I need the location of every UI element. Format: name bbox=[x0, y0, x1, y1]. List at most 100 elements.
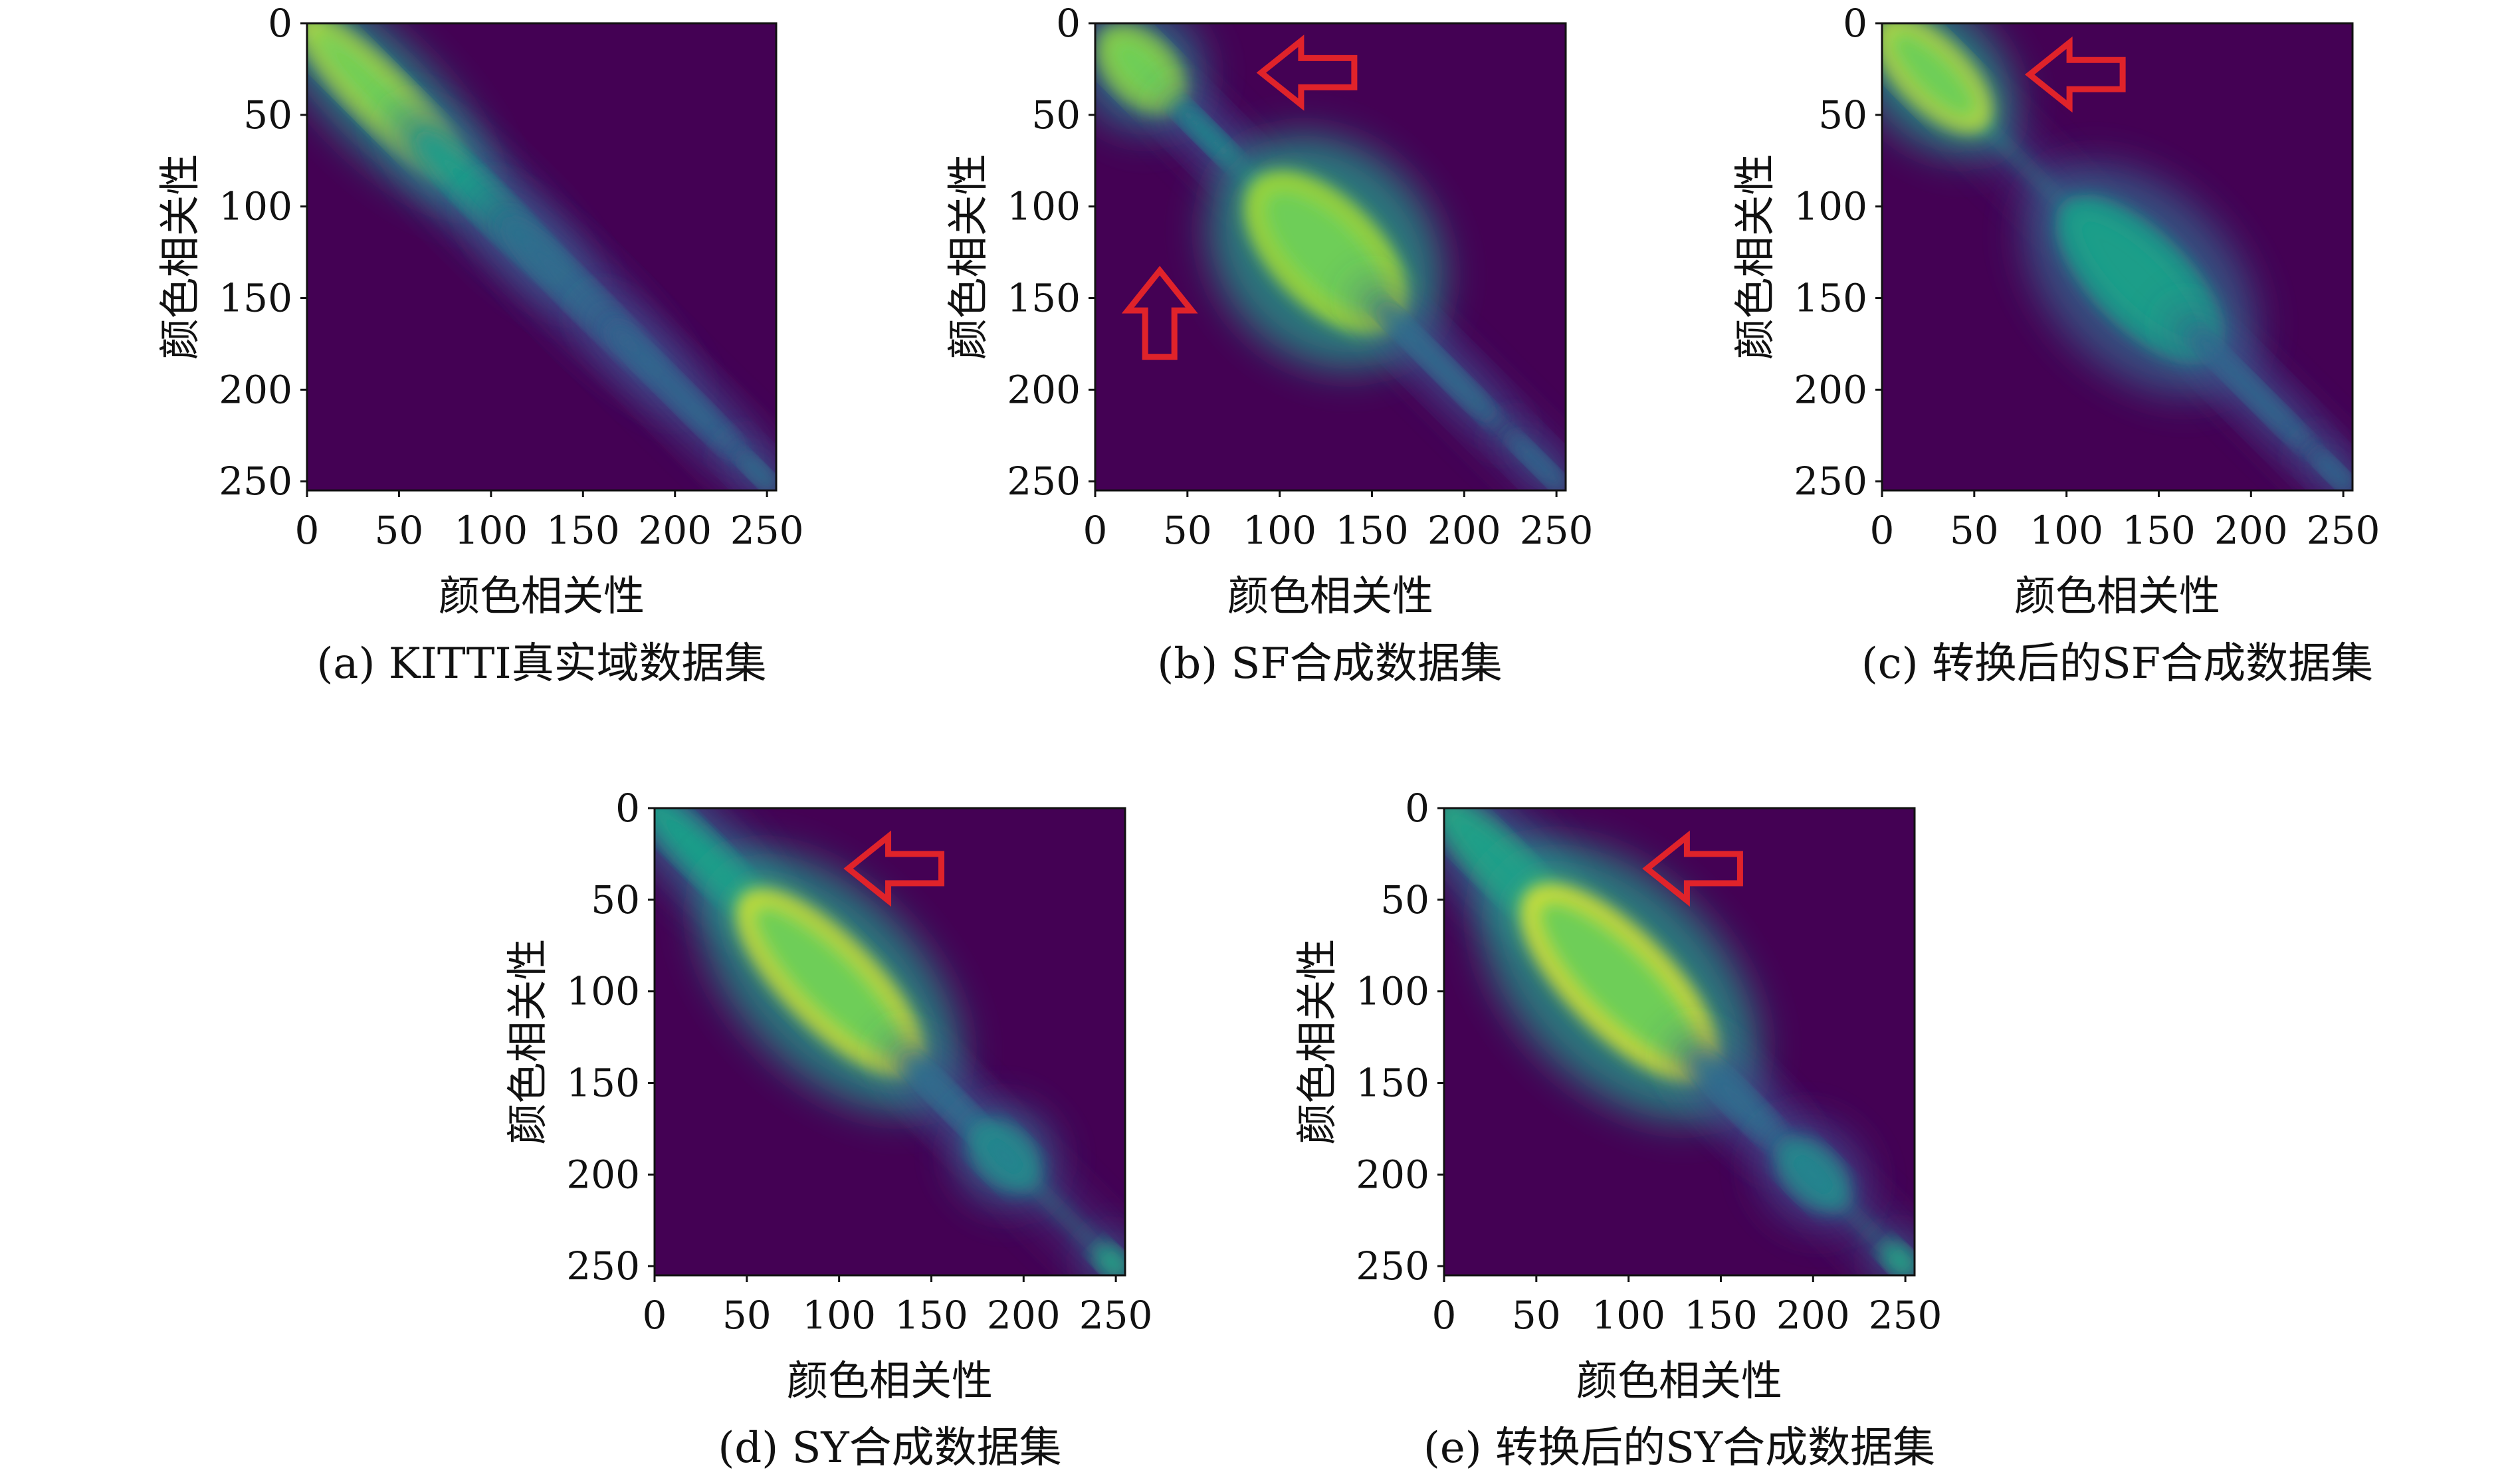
y-tick-label: 150 bbox=[1356, 1061, 1429, 1106]
y-tick-label: 250 bbox=[566, 1243, 640, 1289]
panel-3: 0 50 100 150 200 250050100150200250颜色相关性颜色相关性… bbox=[503, 786, 1153, 1473]
y-tick-label: 50 bbox=[1380, 877, 1429, 922]
blob-core-3 bbox=[1780, 1142, 1846, 1208]
x-tick-label: 50 bbox=[1512, 1293, 1561, 1338]
heatmap-area bbox=[655, 808, 1125, 1275]
x-tick-label: 0 bbox=[295, 508, 320, 553]
blob-core-0 bbox=[1882, 23, 1988, 129]
plot-frame bbox=[1881, 22, 2354, 492]
y-tick-label: 0 bbox=[1056, 1, 1081, 46]
x-tick-label: 250 bbox=[1079, 1293, 1153, 1338]
x-axis-label: 颜色相关性 bbox=[1227, 572, 1433, 620]
blob-core-4 bbox=[1511, 436, 1565, 490]
y-tick-label: 200 bbox=[566, 1152, 640, 1197]
y-tick-label: 200 bbox=[219, 367, 292, 412]
blob-core-4 bbox=[738, 453, 776, 490]
x-tick-label: 250 bbox=[2307, 508, 2380, 553]
panel-caption: (e) 转换后的SY合成数据集 bbox=[1423, 1424, 1935, 1473]
blob-core-3 bbox=[609, 324, 741, 455]
y-tick-label: 250 bbox=[1794, 459, 1867, 504]
y-tick-label: 150 bbox=[566, 1061, 640, 1106]
x-tick-label: 50 bbox=[1163, 508, 1212, 553]
blob-core-1 bbox=[1524, 887, 1715, 1077]
blob-rim-0 bbox=[1882, 23, 1989, 130]
x-tick-label: 200 bbox=[1776, 1293, 1850, 1338]
plot-frame bbox=[653, 807, 1126, 1277]
x-tick-label: 200 bbox=[2214, 508, 2288, 553]
x-tick-label: 150 bbox=[1684, 1293, 1758, 1338]
x-tick-label: 0 bbox=[1870, 508, 1895, 553]
x-tick-label: 50 bbox=[1950, 508, 1999, 553]
blob-core-3 bbox=[1377, 303, 1496, 421]
y-axis-label: 颜色相关性 bbox=[503, 938, 552, 1144]
x-axis-label: 颜色相关性 bbox=[439, 572, 645, 620]
panel-caption: (b) SF合成数据集 bbox=[1157, 639, 1503, 689]
blob-core-1 bbox=[740, 893, 920, 1072]
x-tick-label: 200 bbox=[638, 508, 712, 553]
y-tick-label: 250 bbox=[219, 459, 292, 504]
x-tick-label: 100 bbox=[455, 508, 528, 553]
y-tick-label: 50 bbox=[591, 877, 640, 922]
blob-rim-4 bbox=[1883, 1245, 1915, 1275]
y-tick-label: 250 bbox=[1007, 459, 1081, 504]
y-tick-label: 0 bbox=[1405, 786, 1429, 831]
x-tick-label: 0 bbox=[643, 1293, 667, 1338]
x-tick-label: 150 bbox=[546, 508, 620, 553]
y-tick-label: 100 bbox=[566, 969, 640, 1014]
x-tick-label: 150 bbox=[2122, 508, 2196, 553]
hollow-red-arrow-icon bbox=[1642, 830, 1743, 907]
x-axis-label: 颜色相关性 bbox=[1576, 1356, 1782, 1405]
x-tick-label: 100 bbox=[2030, 508, 2103, 553]
blob-rim-2 bbox=[2193, 332, 2309, 447]
x-tick-label: 100 bbox=[802, 1293, 876, 1338]
y-tick-label: 250 bbox=[1356, 1243, 1429, 1289]
blob-rim-3 bbox=[1779, 1140, 1847, 1209]
blob-rim-3 bbox=[973, 1124, 1037, 1188]
y-tick-label: 100 bbox=[1356, 969, 1429, 1014]
x-tick-label: 150 bbox=[1335, 508, 1409, 553]
x-axis-label: 颜色相关性 bbox=[787, 1356, 993, 1405]
heatmap-area bbox=[1444, 808, 1915, 1275]
x-tick-label: 250 bbox=[730, 508, 804, 553]
y-tick-label: 200 bbox=[1356, 1152, 1429, 1197]
panel-caption: (a) KITTI真实域数据集 bbox=[316, 639, 766, 689]
panel-4: 0 50 100 150 200 250050100150200250颜色相关性颜色相关性… bbox=[1293, 786, 1942, 1473]
y-tick-label: 100 bbox=[1007, 184, 1081, 229]
panel-0: 0 50 100 150 200 250050100150200250颜色相关性颜色相关性… bbox=[156, 1, 804, 689]
x-tick-label: 100 bbox=[1243, 508, 1316, 553]
x-tick-label: 250 bbox=[1520, 508, 1594, 553]
panel-caption: (c) 转换后的SF合成数据集 bbox=[1861, 639, 2373, 689]
panel-2: 0 50 100 150 200 250050100150200250颜色相关性颜色相关性… bbox=[1730, 1, 2380, 689]
y-tick-label: 150 bbox=[1007, 276, 1081, 321]
y-tick-label: 100 bbox=[1794, 184, 1867, 229]
x-tick-label: 200 bbox=[1427, 508, 1501, 553]
panel-caption: (d) SY合成数据集 bbox=[718, 1424, 1061, 1473]
x-tick-label: 100 bbox=[1592, 1293, 1665, 1338]
heatmap-area bbox=[307, 23, 776, 490]
hollow-red-arrow-icon bbox=[1256, 35, 1358, 111]
x-tick-label: 0 bbox=[1083, 508, 1108, 553]
blob-core-2 bbox=[2192, 330, 2311, 449]
y-axis-label: 颜色相关性 bbox=[944, 154, 992, 360]
y-tick-label: 0 bbox=[1843, 1, 1867, 46]
plot-frame bbox=[306, 22, 778, 492]
x-tick-label: 150 bbox=[894, 1293, 968, 1338]
y-tick-label: 0 bbox=[268, 1, 292, 46]
plot-frame bbox=[1443, 807, 1916, 1277]
y-axis-label: 颜色相关性 bbox=[156, 154, 204, 360]
y-tick-label: 200 bbox=[1007, 367, 1081, 412]
blob-core-2 bbox=[1693, 1055, 1786, 1148]
panels-layer: 0 50 100 150 200 250050100150200250颜色相关性颜色相关性… bbox=[156, 1, 2380, 1473]
x-tick-label: 50 bbox=[722, 1293, 772, 1338]
y-tick-label: 150 bbox=[219, 276, 292, 321]
blob-core-0 bbox=[1102, 29, 1181, 108]
blob-rim-3 bbox=[2313, 451, 2353, 490]
blob-core-1 bbox=[1176, 104, 1235, 163]
blob-rim-4 bbox=[1511, 436, 1565, 490]
blob-rim-4 bbox=[738, 453, 776, 490]
hollow-red-arrow-icon bbox=[2024, 36, 2126, 113]
x-tick-label: 50 bbox=[375, 508, 424, 553]
x-tick-label: 200 bbox=[987, 1293, 1061, 1338]
y-axis-label: 颜色相关性 bbox=[1293, 938, 1341, 1144]
